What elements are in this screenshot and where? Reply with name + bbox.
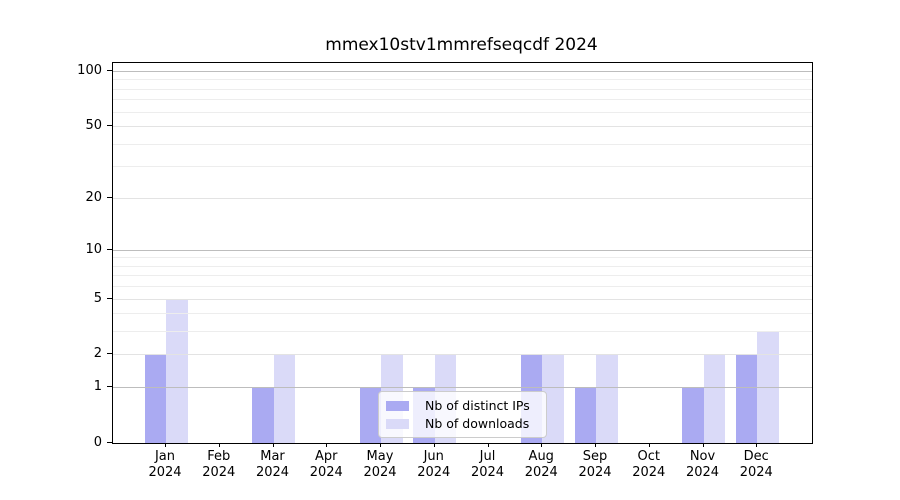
legend-swatch-downloads bbox=[386, 418, 409, 429]
minor-gridline bbox=[113, 275, 812, 277]
x-tick bbox=[756, 443, 758, 447]
x-tick bbox=[541, 443, 543, 447]
major-gridline bbox=[113, 249, 812, 251]
minor-gridline bbox=[113, 99, 812, 101]
bar-ips-jan bbox=[144, 354, 166, 443]
x-tick bbox=[272, 443, 274, 447]
y-tick-label: 1 bbox=[93, 379, 102, 395]
x-tick bbox=[702, 443, 704, 447]
minor-gridline bbox=[113, 257, 812, 259]
x-tick bbox=[433, 443, 435, 447]
bar-downloads-jan bbox=[166, 298, 188, 443]
y-tick-label: 2 bbox=[93, 346, 102, 362]
bar-downloads-aug bbox=[542, 354, 564, 443]
legend-swatch-distinct-ips bbox=[386, 400, 409, 411]
x-tick bbox=[648, 443, 650, 447]
x-tick-label: Apr 2024 bbox=[309, 449, 343, 480]
x-tick-label: Jan 2024 bbox=[148, 449, 182, 480]
y-tick bbox=[107, 248, 112, 250]
x-tick-label: Jul 2024 bbox=[470, 449, 505, 480]
minor-gridline bbox=[113, 79, 812, 81]
x-tick bbox=[595, 443, 596, 447]
legend-item-distinct-ips: Nb of distinct IPs bbox=[386, 398, 538, 413]
labeled-gridline bbox=[113, 197, 812, 199]
major-gridline bbox=[113, 387, 812, 389]
minor-gridline bbox=[113, 313, 812, 315]
bar-ips-mar bbox=[252, 387, 274, 443]
x-tick-label: Feb 2024 bbox=[202, 449, 236, 480]
y-tick bbox=[107, 386, 112, 388]
bar-ips-sep bbox=[574, 387, 596, 443]
minor-gridline bbox=[113, 143, 812, 145]
x-tick bbox=[165, 443, 166, 447]
y-tick bbox=[107, 196, 112, 198]
x-tick-label: Sep 2024 bbox=[578, 449, 612, 480]
bar-ips-dec bbox=[735, 354, 758, 443]
minor-gridline bbox=[113, 331, 812, 333]
legend-label-distinct-ips: Nb of distinct IPs bbox=[425, 398, 530, 413]
y-tick-label: 50 bbox=[85, 118, 102, 134]
legend-label-downloads: Nb of downloads bbox=[425, 416, 530, 431]
bar-downloads-sep bbox=[596, 354, 618, 443]
y-tick bbox=[107, 70, 112, 71]
minor-gridline bbox=[113, 166, 812, 168]
x-tick-label: Dec 2024 bbox=[739, 449, 773, 480]
minor-gridline bbox=[113, 88, 812, 90]
labeled-gridline bbox=[113, 126, 812, 128]
y-tick-label: 0 bbox=[93, 435, 102, 450]
y-tick bbox=[107, 297, 112, 299]
y-tick-label: 5 bbox=[93, 290, 102, 306]
x-tick-label: Mar 2024 bbox=[255, 449, 290, 480]
x-tick bbox=[218, 443, 220, 447]
chart-title: mmex10stv1mmrefseqcdf 2024 bbox=[325, 35, 598, 55]
minor-gridline bbox=[113, 286, 812, 288]
legend-item-downloads: Nb of downloads bbox=[386, 416, 538, 431]
minor-gridline bbox=[113, 111, 812, 113]
y-tick-label: 100 bbox=[77, 63, 102, 78]
y-tick-label: 20 bbox=[85, 189, 102, 205]
major-gridline bbox=[113, 71, 812, 72]
x-tick bbox=[326, 443, 328, 447]
x-tick-label: Aug 2024 bbox=[524, 449, 558, 480]
y-tick bbox=[107, 125, 112, 127]
x-tick-label: Oct 2024 bbox=[632, 449, 666, 480]
y-tick bbox=[107, 442, 112, 443]
x-tick bbox=[487, 443, 489, 447]
bar-downloads-nov bbox=[703, 354, 725, 443]
x-tick bbox=[380, 443, 381, 447]
bar-ips-may bbox=[359, 387, 381, 443]
bar-ips-nov bbox=[682, 387, 704, 443]
y-tick bbox=[107, 353, 112, 355]
x-tick-label: Jun 2024 bbox=[417, 449, 451, 480]
plot-area bbox=[112, 62, 813, 444]
minor-gridline bbox=[113, 265, 812, 267]
labeled-gridline bbox=[113, 354, 812, 356]
legend: Nb of distinct IPs Nb of downloads bbox=[378, 391, 547, 438]
x-tick-label: Nov 2024 bbox=[685, 449, 720, 480]
bar-downloads-mar bbox=[273, 354, 295, 443]
y-tick-label: 10 bbox=[85, 241, 102, 257]
x-tick-label: May 2024 bbox=[363, 449, 397, 480]
labeled-gridline bbox=[113, 298, 812, 300]
